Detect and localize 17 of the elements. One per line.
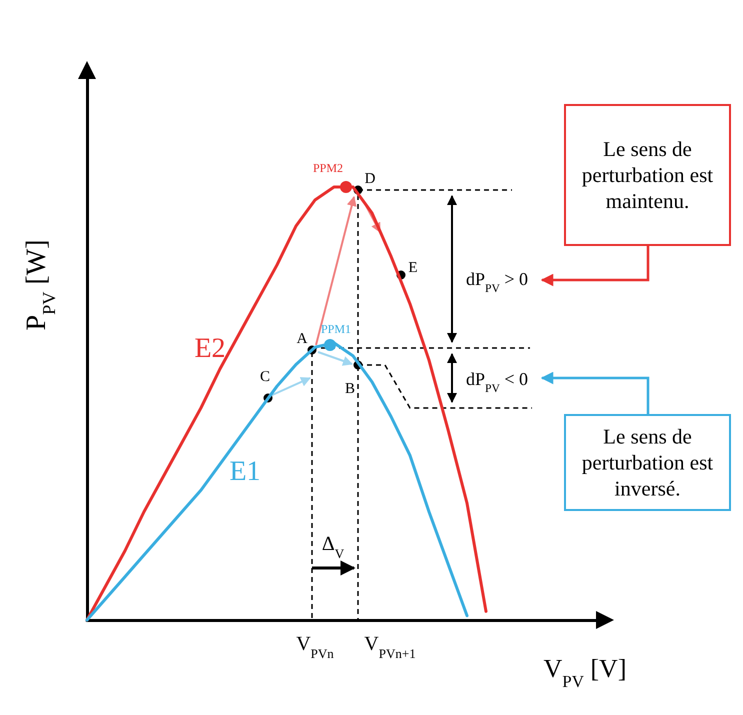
annotation: Le sens de perturbation est inversé. (582, 424, 714, 500)
text: V$_{PVn}$ (296, 633, 334, 660)
annotation: dP$_{PV}$ < 0 (466, 369, 528, 394)
annotation: PPM1 (320, 322, 352, 336)
annotation: C (260, 369, 270, 385)
text: V$_{PVn+1}$ (364, 633, 416, 660)
annotation: D (364, 171, 376, 187)
series-label: E2 (194, 333, 226, 364)
annotation: A (296, 331, 308, 347)
x-axis-title: V$_{PV}$ [V] (544, 654, 626, 690)
annotation: E (408, 260, 418, 276)
annotation: dP$_{PV}$ > 0 (466, 269, 528, 294)
annotation: Le sens de perturbation est maintenu. (582, 137, 714, 213)
annotation: Δ$_{V}$ (322, 533, 345, 560)
text: PPM2 (312, 161, 344, 175)
series-label: E1 (229, 456, 261, 487)
annotation: B (344, 381, 356, 397)
